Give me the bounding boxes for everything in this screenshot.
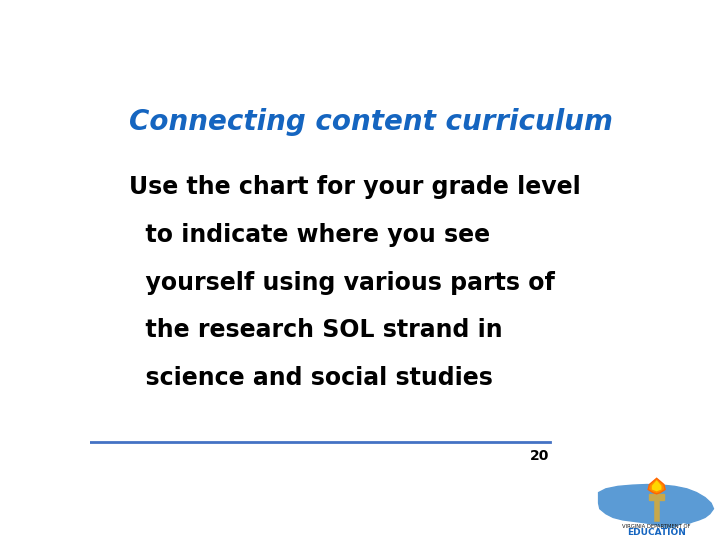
Text: Connecting content curriculum: Connecting content curriculum: [129, 109, 613, 137]
Polygon shape: [598, 484, 714, 528]
Text: to indicate where you see: to indicate where you see: [129, 223, 490, 247]
Polygon shape: [652, 480, 662, 491]
Text: 20: 20: [529, 449, 549, 463]
Bar: [649, 494, 664, 500]
Text: yourself using various parts of: yourself using various parts of: [129, 271, 555, 295]
Polygon shape: [648, 478, 665, 494]
Text: the research SOL strand in: the research SOL strand in: [129, 319, 503, 342]
Text: science and social studies: science and social studies: [129, 366, 493, 390]
Text: Use the chart for your grade level: Use the chart for your grade level: [129, 175, 581, 199]
Text: EDUCATION: EDUCATION: [627, 528, 686, 537]
Text: VIRGINIA DEPARTMENT OF: VIRGINIA DEPARTMENT OF: [622, 524, 691, 529]
